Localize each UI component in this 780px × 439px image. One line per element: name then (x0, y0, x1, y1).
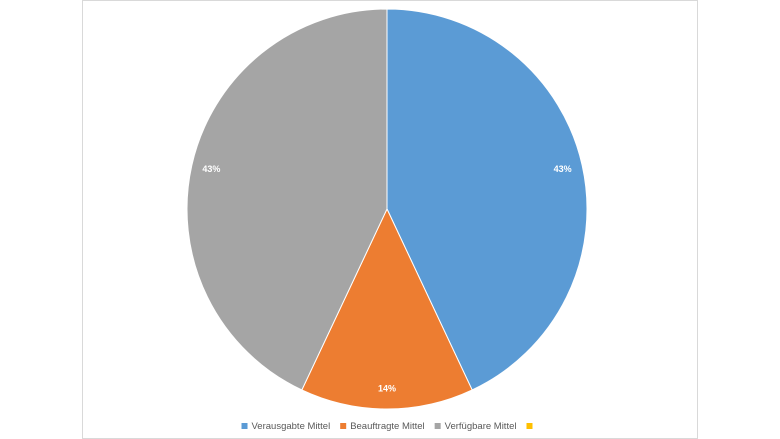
legend-label: Verausgabte Mittel (252, 421, 331, 432)
data-label: 14% (378, 383, 396, 393)
legend-swatch (340, 423, 347, 429)
legend-swatch (241, 423, 248, 429)
legend-label: Beauftragte Mittel (350, 421, 424, 432)
data-label: 43% (202, 164, 220, 174)
pie-slice (301, 207, 473, 410)
pie-slice (186, 8, 388, 391)
legend-swatch (526, 423, 533, 429)
pie-slice (386, 8, 588, 391)
legend-swatch (434, 423, 441, 429)
legend-label: Verfügbare Mittel (445, 421, 517, 432)
data-label: 43% (554, 164, 572, 174)
